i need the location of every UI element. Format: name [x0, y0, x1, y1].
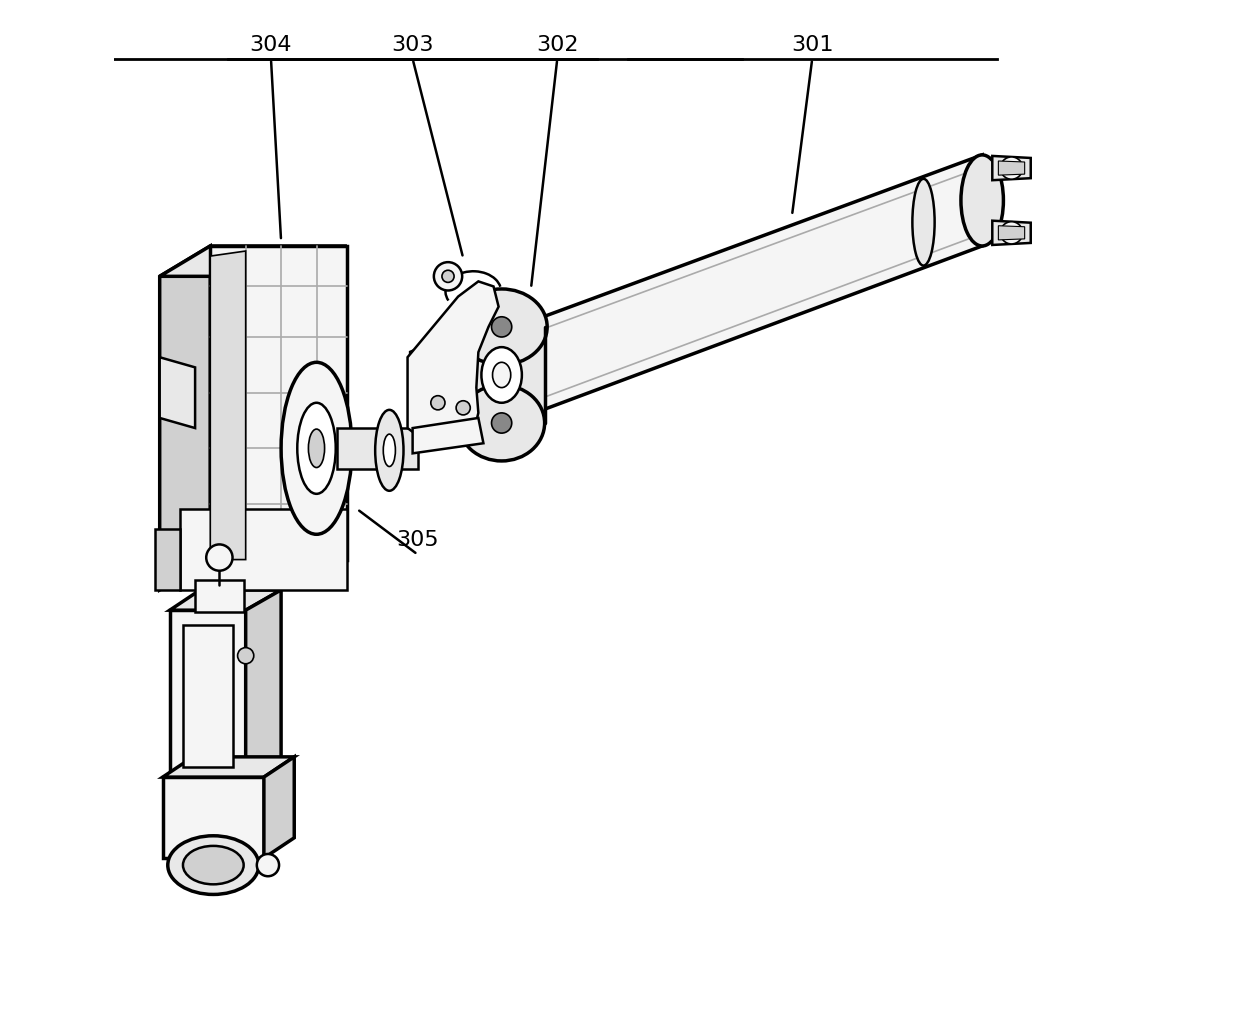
Circle shape	[491, 318, 512, 337]
Ellipse shape	[309, 430, 325, 468]
Ellipse shape	[184, 846, 243, 884]
Ellipse shape	[434, 263, 463, 291]
Ellipse shape	[1001, 158, 1023, 180]
Polygon shape	[992, 157, 1030, 181]
Circle shape	[456, 401, 470, 416]
Text: 304: 304	[249, 35, 293, 55]
Ellipse shape	[459, 386, 544, 462]
Polygon shape	[170, 610, 246, 783]
Ellipse shape	[492, 363, 511, 388]
Polygon shape	[413, 419, 484, 453]
Ellipse shape	[456, 289, 547, 366]
Polygon shape	[264, 757, 294, 858]
Polygon shape	[211, 247, 347, 560]
Polygon shape	[516, 156, 982, 421]
Ellipse shape	[281, 363, 352, 535]
Ellipse shape	[257, 854, 279, 876]
Polygon shape	[211, 252, 246, 560]
Polygon shape	[160, 247, 347, 277]
Text: 305: 305	[397, 530, 439, 550]
Ellipse shape	[498, 327, 533, 421]
Polygon shape	[162, 757, 294, 777]
Text: 303: 303	[392, 35, 434, 55]
Ellipse shape	[961, 156, 1003, 247]
Polygon shape	[410, 332, 458, 419]
Ellipse shape	[1001, 222, 1023, 245]
Polygon shape	[160, 358, 195, 429]
Polygon shape	[998, 226, 1024, 240]
Circle shape	[491, 414, 512, 434]
Polygon shape	[458, 327, 546, 424]
Polygon shape	[992, 221, 1030, 246]
Text: 301: 301	[791, 35, 833, 55]
Text: 302: 302	[536, 35, 579, 55]
Circle shape	[206, 545, 233, 572]
Polygon shape	[180, 510, 347, 590]
Polygon shape	[162, 777, 264, 858]
Ellipse shape	[383, 435, 396, 467]
Ellipse shape	[167, 836, 259, 895]
Polygon shape	[337, 429, 418, 469]
Circle shape	[430, 396, 445, 411]
Circle shape	[238, 648, 254, 664]
Polygon shape	[998, 162, 1024, 176]
Ellipse shape	[298, 404, 336, 494]
Ellipse shape	[913, 179, 935, 266]
Polygon shape	[408, 282, 498, 444]
Ellipse shape	[376, 411, 403, 491]
Ellipse shape	[481, 347, 522, 404]
Polygon shape	[160, 247, 211, 590]
Polygon shape	[155, 530, 180, 590]
Polygon shape	[246, 590, 281, 783]
Polygon shape	[170, 590, 281, 610]
Polygon shape	[184, 626, 233, 767]
Polygon shape	[195, 580, 243, 612]
Ellipse shape	[441, 271, 454, 283]
